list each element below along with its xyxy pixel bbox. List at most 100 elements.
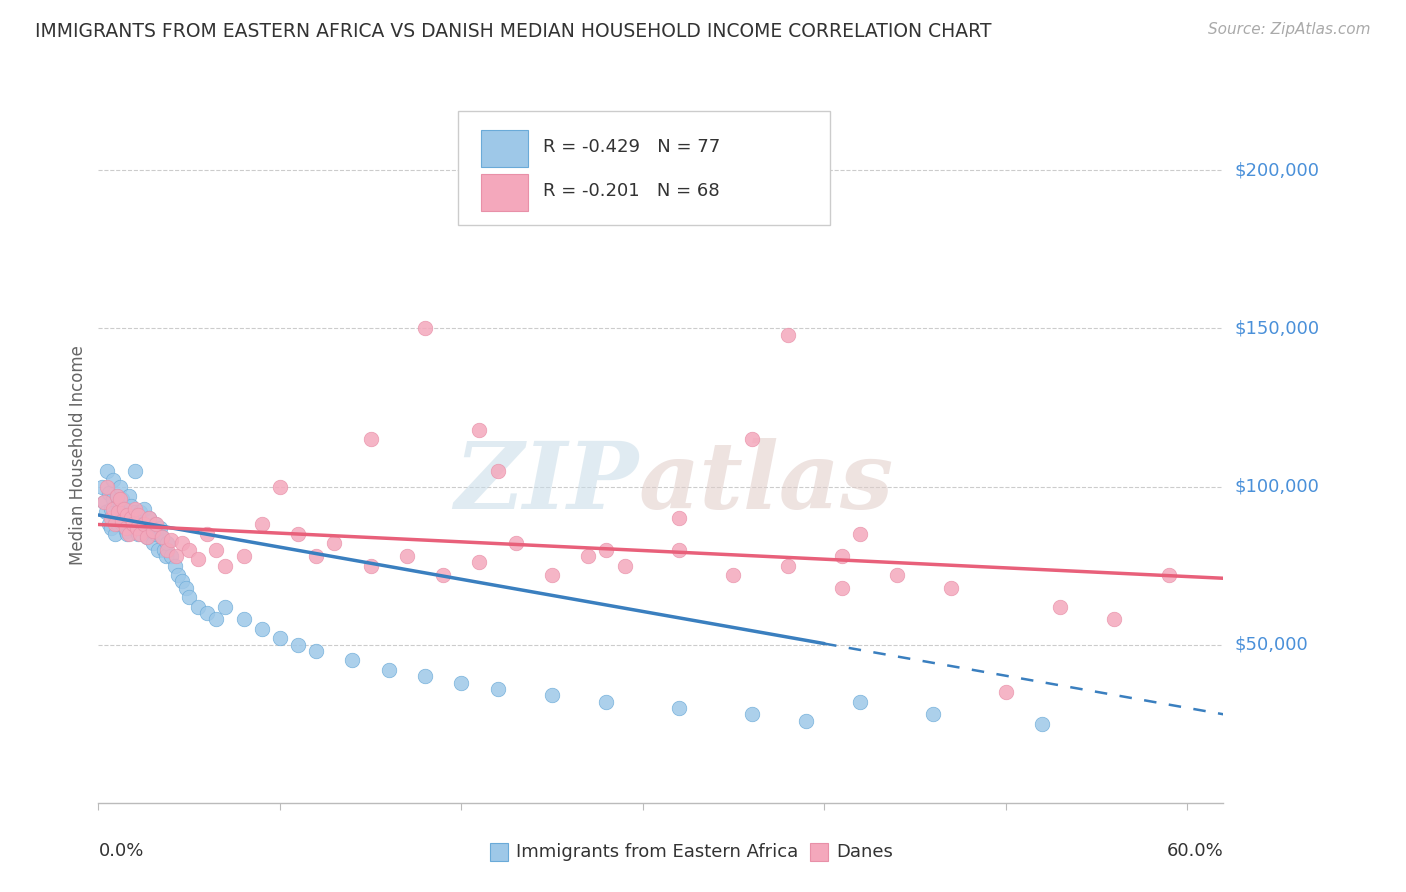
Point (114, 521, 136, 535)
Point (395, 549, 418, 563)
Point (1031, 716, 1053, 731)
Point (125, 521, 148, 535)
Point (160, 549, 183, 563)
Point (132, 501, 155, 516)
Point (93, 495, 115, 509)
Point (195, 606, 218, 620)
Text: $200,000: $200,000 (1234, 161, 1319, 179)
Text: 0.0%: 0.0% (98, 842, 143, 860)
Point (163, 558, 186, 573)
Point (129, 527, 152, 541)
Text: Danes: Danes (837, 843, 893, 861)
Point (105, 489, 128, 503)
Point (323, 536, 346, 550)
Point (269, 479, 291, 493)
Point (107, 517, 129, 532)
Point (138, 511, 160, 525)
Point (668, 701, 690, 715)
Point (668, 542, 690, 557)
Point (179, 591, 201, 605)
Point (122, 517, 145, 532)
Point (122, 521, 145, 535)
Text: $150,000: $150,000 (1234, 319, 1319, 337)
Point (108, 499, 131, 513)
Point (100, 511, 122, 525)
Point (127, 511, 149, 525)
Point (96, 464, 118, 478)
Point (101, 473, 124, 487)
Point (195, 527, 218, 541)
Point (287, 527, 309, 541)
Point (541, 688, 564, 702)
Point (156, 542, 179, 557)
Point (305, 644, 328, 658)
Point (145, 527, 167, 541)
Point (101, 492, 124, 507)
Point (576, 549, 599, 563)
Point (160, 533, 183, 548)
Point (741, 707, 763, 722)
Point (377, 663, 399, 677)
Point (120, 499, 142, 513)
Point (124, 464, 146, 478)
Point (135, 521, 157, 535)
Point (138, 511, 160, 525)
Point (111, 517, 134, 532)
Point (305, 549, 328, 563)
Point (205, 542, 228, 557)
Point (155, 549, 177, 563)
Point (668, 511, 690, 525)
Bar (810, 843, 828, 861)
Point (118, 527, 141, 541)
Point (117, 508, 139, 522)
Point (98, 486, 121, 500)
Point (232, 612, 254, 626)
Point (849, 695, 872, 709)
Point (214, 558, 236, 573)
Point (595, 542, 617, 557)
Point (450, 675, 472, 690)
FancyBboxPatch shape (458, 111, 830, 226)
Point (250, 517, 273, 532)
Point (150, 530, 173, 544)
Point (127, 508, 149, 522)
Point (468, 423, 491, 437)
Point (104, 517, 127, 532)
Point (776, 327, 799, 342)
Point (541, 568, 564, 582)
Point (342, 653, 364, 667)
Point (120, 511, 142, 525)
Point (145, 517, 167, 532)
Point (360, 558, 382, 573)
Point (111, 514, 134, 528)
Point (187, 599, 209, 614)
Point (214, 599, 236, 614)
Point (132, 517, 155, 532)
Point (108, 479, 131, 493)
Point (148, 542, 170, 557)
Point (152, 542, 174, 557)
Text: atlas: atlas (638, 438, 894, 528)
Point (136, 530, 159, 544)
Point (136, 530, 159, 544)
Point (831, 581, 853, 595)
Point (413, 669, 436, 683)
Point (1157, 568, 1180, 582)
Point (794, 714, 817, 728)
Point (486, 681, 509, 696)
Point (93, 495, 115, 509)
Point (886, 568, 908, 582)
Point (120, 514, 142, 528)
Point (831, 549, 853, 563)
Y-axis label: Median Household Income: Median Household Income (69, 345, 87, 565)
Point (741, 432, 763, 446)
Point (922, 707, 945, 722)
Point (142, 524, 165, 538)
Point (432, 568, 454, 582)
Text: R = -0.429   N = 77: R = -0.429 N = 77 (543, 137, 720, 156)
Point (117, 527, 139, 541)
Point (129, 505, 152, 519)
Point (101, 501, 124, 516)
Point (149, 521, 172, 535)
Point (124, 505, 146, 519)
